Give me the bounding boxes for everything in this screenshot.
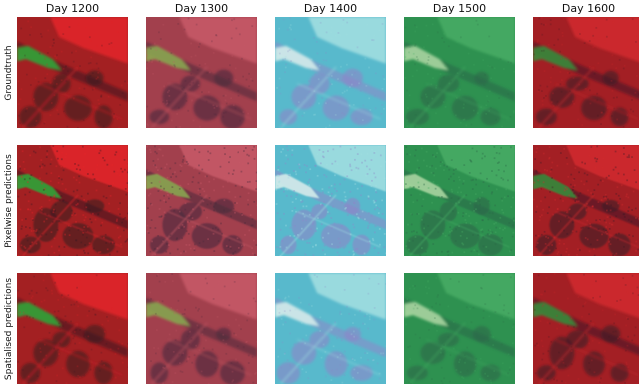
satellite-tile-r1-c5	[533, 17, 639, 128]
column-title-3: Day 1400	[303, 2, 358, 15]
row-title-3: Spatialised predictions	[4, 277, 14, 380]
column-title-2: Day 1300	[174, 2, 229, 15]
satellite-tile-r2-c1	[17, 145, 128, 256]
satellite-tile-r2-c2	[146, 145, 257, 256]
satellite-tile-r1-c1	[17, 17, 128, 128]
column-title-1: Day 1200	[45, 2, 100, 15]
satellite-tile-r2-c4	[404, 145, 515, 256]
satellite-tile-r2-c3	[275, 145, 386, 256]
satellite-tile-r1-c3	[275, 17, 386, 128]
column-title-5: Day 1600	[561, 2, 616, 15]
satellite-tile-r3-c3	[275, 273, 386, 384]
satellite-tile-r3-c4	[404, 273, 515, 384]
column-title-4: Day 1500	[432, 2, 487, 15]
row-title-2: Pixelwise predictions	[4, 153, 14, 248]
satellite-tile-r3-c2	[146, 273, 257, 384]
row-title-1: Groundtruth	[4, 44, 14, 101]
satellite-tile-r2-c5	[533, 145, 639, 256]
satellite-tile-r3-c5	[533, 273, 639, 384]
satellite-tile-r1-c4	[404, 17, 515, 128]
satellite-tile-r3-c1	[17, 273, 128, 384]
satellite-tile-r1-c2	[146, 17, 257, 128]
